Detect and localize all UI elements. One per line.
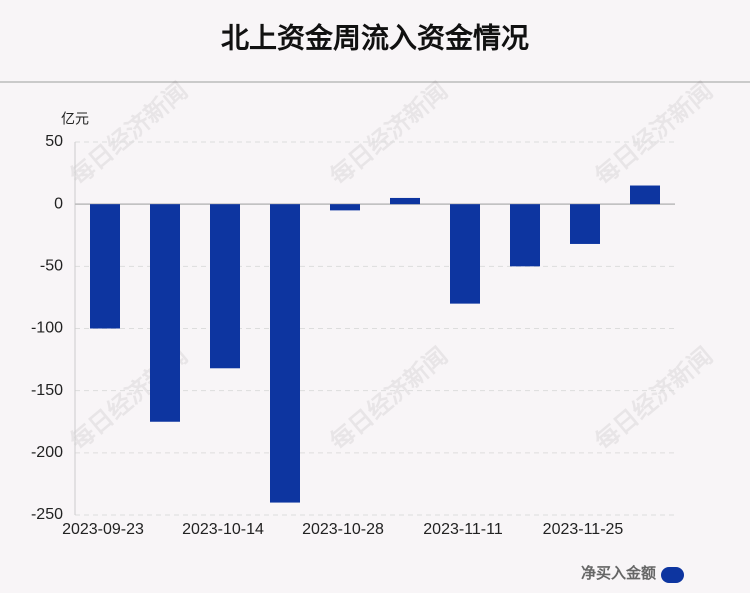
y-tick-label: 0 <box>54 195 63 212</box>
chart-title: 北上资金周流入资金情况 <box>221 21 529 53</box>
bar <box>510 204 540 267</box>
y-unit: 亿元 <box>61 111 89 127</box>
y-tick-label: -150 <box>31 382 63 399</box>
y-tick-label: -100 <box>31 320 63 337</box>
bar <box>150 204 180 422</box>
bar <box>570 204 600 244</box>
bar <box>90 204 120 329</box>
legend-swatch <box>661 567 684 583</box>
x-tick-label: 2023-09-23 <box>62 521 144 538</box>
y-tick-label: 50 <box>45 133 63 150</box>
bar <box>390 197 420 205</box>
bar <box>630 185 660 205</box>
x-tick-label: 2023-11-11 <box>423 521 503 538</box>
y-tick-label: -50 <box>40 258 63 275</box>
x-tick-label: 2023-11-25 <box>543 521 624 538</box>
bar <box>450 204 480 304</box>
x-tick-label: 2023-10-14 <box>182 521 264 538</box>
bar <box>210 204 240 369</box>
bar <box>270 204 300 503</box>
y-tick-label: -250 <box>31 506 63 523</box>
y-tick-label: -200 <box>31 444 63 461</box>
bar <box>330 204 360 211</box>
legend-label: 净买入金额 <box>581 564 656 582</box>
x-tick-label: 2023-10-28 <box>302 521 384 538</box>
